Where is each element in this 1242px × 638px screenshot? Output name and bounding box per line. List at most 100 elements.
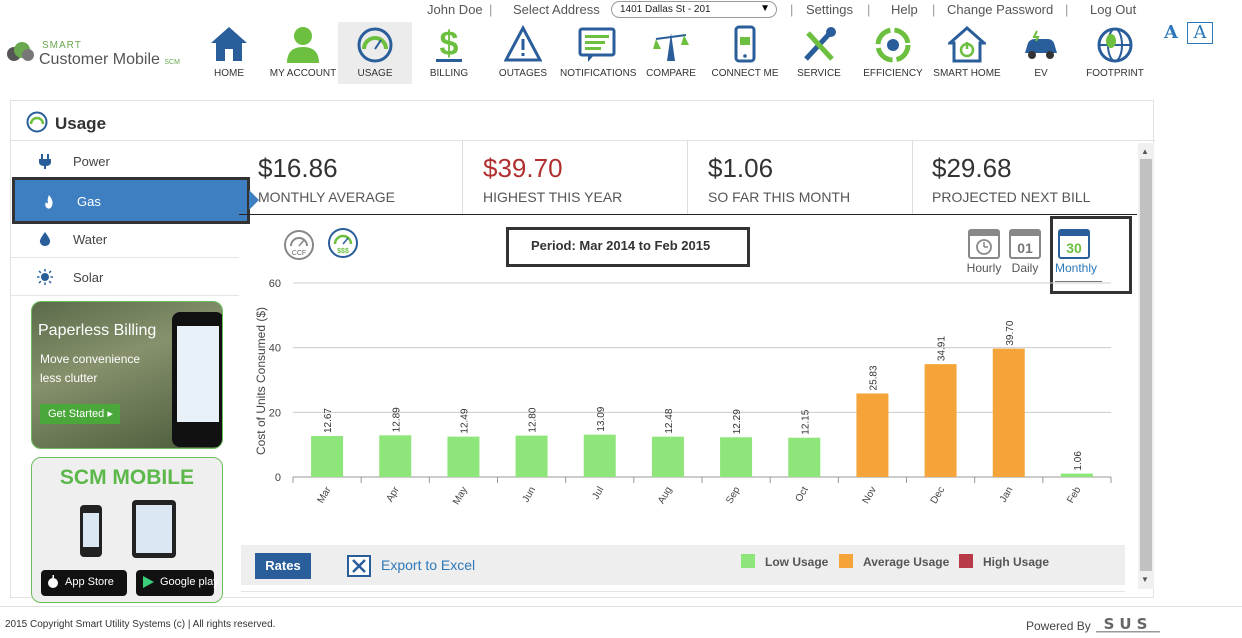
sidebar-item-power[interactable]: Power [11, 142, 239, 180]
get-started-label: Get Started [48, 408, 105, 420]
sidebar-item-gas[interactable]: Gas [12, 177, 259, 224]
sidebar-item-solar[interactable]: Solar [11, 258, 239, 296]
chevron-right-icon: ▸ [107, 408, 113, 420]
bar [992, 348, 1025, 477]
sun-icon [37, 269, 53, 285]
nav-label: EV [1034, 68, 1048, 79]
scrollbar[interactable]: ▲ ▼ [1138, 143, 1154, 589]
x-tick-label: Mar [316, 484, 334, 505]
nav-service[interactable]: SERVICE [782, 22, 856, 84]
bar [788, 437, 821, 477]
phone-screen [177, 326, 219, 422]
tablet-image [132, 500, 176, 558]
nav-label: CONNECT ME [711, 68, 779, 79]
nav-ev[interactable]: EV [1004, 22, 1078, 84]
bar-value-label: 13.09 [596, 406, 607, 431]
bar-value-label: 1.06 [1073, 451, 1084, 471]
bar [447, 436, 480, 477]
font-size-decrease-button[interactable]: A [1164, 22, 1178, 43]
scrollbar-thumb[interactable] [1140, 159, 1152, 571]
legend-label: Low Usage [765, 555, 829, 569]
x-tick-label: Jun [521, 485, 539, 504]
card-label: So Far This Month [708, 189, 851, 205]
nav-smart-home[interactable]: SMART HOME [930, 22, 1004, 84]
google-play-label: Google play [160, 576, 219, 588]
font-size-increase-button[interactable]: A [1187, 22, 1213, 44]
nav-outages[interactable]: OUTAGES [486, 22, 560, 84]
bar [1060, 473, 1093, 477]
paperless-billing-banner[interactable]: Paperless Billing Move convenience less … [31, 301, 223, 449]
gauge-icon [357, 27, 393, 63]
top-links: John Doe | Select Address 1401 Dallas St… [400, 0, 1160, 20]
phone-image [80, 505, 102, 557]
summary-cards: $16.86 Monthly Average $39.70 Highest Th… [239, 141, 1137, 215]
calendar-icon: 01 [1009, 229, 1041, 259]
excel-icon[interactable] [347, 555, 371, 577]
hourly-button[interactable]: Hourly [965, 226, 1003, 275]
card-projected-next-bill: $29.68 Projected Next Bill [913, 141, 1137, 214]
flame-icon [45, 195, 53, 209]
help-link[interactable]: Help [891, 2, 918, 17]
dollar-unit-button[interactable]: $$$ [327, 227, 359, 259]
gauge-icon [26, 111, 48, 133]
change-password-link[interactable]: Change Password [947, 2, 1054, 17]
scm-mobile-banner[interactable]: SCM MOBILE App Store Google play [31, 457, 223, 603]
user-name-link[interactable]: John Doe [427, 2, 483, 17]
nav-label: BILLING [429, 68, 469, 79]
clock-calendar-icon [968, 229, 1000, 259]
logout-link[interactable]: Log Out [1090, 2, 1137, 17]
y-tick-label: 0 [275, 472, 281, 484]
app-store-button[interactable]: App Store [41, 570, 127, 596]
export-to-excel-link[interactable]: Export to Excel [381, 557, 476, 573]
app-logo[interactable]: SMART Customer Mobile SCM [4, 36, 194, 76]
bar-value-label: 34.91 [937, 336, 948, 361]
x-tick-label: Jul [590, 485, 606, 502]
logo-name: Customer Mobile [39, 51, 160, 68]
nav-compare[interactable]: COMPARE [634, 22, 708, 84]
sidebar-item-water[interactable]: Water [11, 220, 239, 258]
get-started-button[interactable]: Get Started ▸ [40, 404, 120, 424]
calendar-icon: 30 [1058, 229, 1090, 259]
nav-usage[interactable]: USAGE [338, 22, 412, 84]
divider [241, 591, 1125, 592]
scroll-down-icon[interactable]: ▼ [1141, 575, 1149, 584]
ccf-unit-button[interactable]: CCF [283, 229, 315, 261]
ccf-label: CCF [292, 250, 306, 257]
monthly-label: Monthly [1055, 261, 1098, 275]
phone-icon [734, 25, 756, 63]
apple-icon [48, 575, 58, 588]
ev-car-icon [1025, 30, 1057, 59]
separator: | [932, 2, 936, 17]
nav-label: OUTAGES [498, 68, 548, 79]
nav-footprint[interactable]: FOOTPRINT [1078, 22, 1152, 84]
address-value: 1401 Dallas St - 201 [620, 4, 711, 15]
card-value: $29.68 [932, 153, 1012, 183]
y-tick-label: 40 [269, 343, 281, 355]
address-select[interactable]: 1401 Dallas St - 201 ▼ [611, 1, 777, 18]
monthly-button[interactable]: 30 Monthly [1055, 226, 1098, 275]
drop-icon [39, 232, 51, 246]
x-tick-label: Apr [385, 484, 403, 504]
bar-value-label: 25.83 [868, 365, 879, 390]
footer: 2015 Copyright Smart Utility Systems (c)… [0, 606, 1242, 638]
daily-button[interactable]: 01 Daily [1006, 226, 1044, 275]
copyright-text: 2015 Copyright Smart Utility Systems (c)… [5, 619, 276, 630]
nav-notifications[interactable]: NOTIFICATIONS [560, 22, 636, 84]
nav-efficiency[interactable]: EFFICIENCY [856, 22, 930, 84]
banner-title: SCM MOBILE [59, 466, 195, 489]
banner-line: Move convenience [40, 352, 141, 366]
nav-billing[interactable]: $ BILLING [412, 22, 486, 84]
rates-button[interactable]: Rates [255, 553, 311, 579]
bar-value-label: 12.80 [528, 407, 539, 432]
nav-home[interactable]: HOME [192, 22, 266, 84]
powered-by-text: Powered By [1026, 619, 1091, 633]
settings-link[interactable]: Settings [806, 2, 853, 17]
nav-my-account[interactable]: MY ACCOUNT [266, 22, 340, 84]
google-play-button[interactable]: Google play [136, 570, 219, 596]
nav-connect-me[interactable]: CONNECT ME [708, 22, 782, 84]
logo-name-text: Customer Mobile SCM [39, 51, 180, 69]
separator: | [867, 2, 871, 17]
dollar-label: $$$ [337, 248, 349, 255]
scroll-up-icon[interactable]: ▲ [1141, 147, 1149, 156]
svg-text:$: $ [440, 25, 459, 63]
